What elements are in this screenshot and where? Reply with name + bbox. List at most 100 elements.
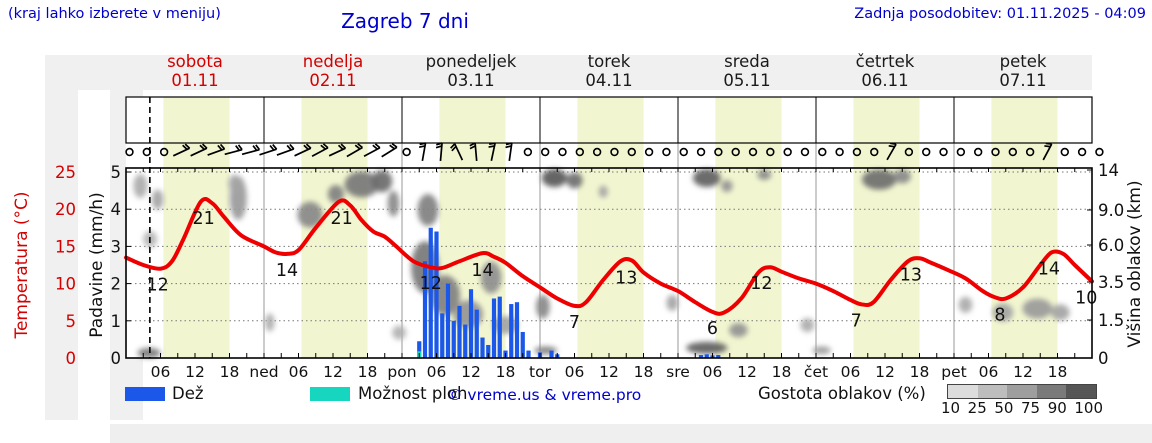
- day-name: ponedeljek: [425, 52, 517, 71]
- rain-bars: [417, 227, 721, 358]
- bg-strip-left: [45, 55, 78, 420]
- cloud-density-step: [1036, 385, 1067, 398]
- svg-text:06: 06: [289, 363, 309, 381]
- cloud-density-step: [1007, 385, 1037, 398]
- cloud-density-step: [977, 385, 1008, 398]
- svg-text:20: 20: [55, 200, 76, 219]
- day-name: sreda: [724, 52, 770, 71]
- cloud-density-value: 75: [1021, 399, 1041, 417]
- day-name: nedelja: [302, 52, 364, 71]
- x-axis-labels: 06 12 18 06 12 18 ned 06 12 18 pon 06 12 18 tor 06 12 18 s…: [151, 363, 1068, 381]
- svg-text:18: 18: [496, 363, 516, 381]
- svg-text:12: 12: [323, 363, 343, 381]
- svg-text:25: 25: [55, 163, 76, 182]
- svg-text:4: 4: [111, 200, 122, 219]
- svg-text:12: 12: [750, 274, 772, 294]
- shower-legend-label: Možnost ploh: [358, 384, 468, 403]
- location-hint: (kraj lahko izberete v meniju): [8, 6, 221, 22]
- svg-text:12: 12: [461, 363, 481, 381]
- daylight-bands: [163, 97, 1058, 358]
- svg-text:13: 13: [900, 265, 922, 285]
- wind-barbs: [125, 142, 1104, 162]
- svg-text:21: 21: [330, 209, 352, 229]
- svg-text:06: 06: [841, 363, 861, 381]
- day-label: torek 04.11: [540, 52, 678, 90]
- cloud-density-value: 100: [1074, 399, 1103, 417]
- svg-text:14: 14: [1038, 259, 1060, 279]
- rain-legend-label: Dež: [172, 384, 204, 403]
- svg-text:7: 7: [851, 311, 862, 331]
- svg-text:čet: čet: [804, 363, 828, 381]
- cloud-density-step: [948, 385, 978, 398]
- day-date: 06.11: [861, 71, 909, 90]
- svg-text:18: 18: [220, 363, 240, 381]
- svg-text:0: 0: [111, 349, 122, 368]
- svg-text:pon: pon: [387, 363, 416, 381]
- svg-text:tor: tor: [529, 363, 552, 381]
- svg-text:18: 18: [358, 363, 378, 381]
- day-date: 03.11: [447, 71, 495, 90]
- svg-text:18: 18: [634, 363, 654, 381]
- day-date: 07.11: [999, 71, 1047, 90]
- svg-text:6.0: 6.0: [1098, 236, 1124, 255]
- rain-swatch: [125, 387, 165, 401]
- cloud-density-value: 90: [1047, 399, 1067, 417]
- svg-text:5: 5: [111, 163, 122, 182]
- temperature-value-labels: 12 21 14 21 12 14 7 13 6 12 7 13 8 14 10: [146, 209, 1097, 339]
- shower-swatch: [310, 387, 350, 401]
- svg-text:06: 06: [703, 363, 723, 381]
- last-update: Zadnja posodobitev: 01.11.2025 - 04:09: [854, 6, 1146, 22]
- legend-row: Dež Možnost ploh © vreme.us & vreme.pro …: [0, 384, 1152, 418]
- cloud-density-scale: 10 25 50 75 90 100: [941, 399, 1103, 417]
- svg-text:14: 14: [276, 261, 298, 281]
- day-name: petek: [999, 52, 1047, 71]
- svg-text:ned: ned: [249, 363, 278, 381]
- day-name: četrtek: [855, 52, 915, 71]
- cloud-density-value: 25: [967, 399, 987, 417]
- svg-text:10: 10: [55, 275, 76, 294]
- svg-text:18: 18: [772, 363, 792, 381]
- day-label: nedelja 02.11: [264, 52, 402, 90]
- day-date: 02.11: [309, 71, 357, 90]
- svg-text:3: 3: [111, 237, 122, 256]
- svg-text:6: 6: [707, 319, 718, 339]
- svg-text:06: 06: [427, 363, 447, 381]
- svg-text:5: 5: [66, 312, 77, 331]
- cloud-density-gradient: [947, 384, 1097, 399]
- day-date: 01.11: [171, 71, 219, 90]
- svg-text:12: 12: [599, 363, 619, 381]
- bg-band-bottom: [110, 424, 1152, 443]
- svg-text:18: 18: [1048, 363, 1068, 381]
- svg-text:14: 14: [471, 261, 493, 281]
- svg-text:13: 13: [615, 268, 637, 288]
- svg-text:pet: pet: [941, 363, 966, 381]
- day-name: sobota: [167, 52, 223, 71]
- svg-text:0: 0: [1098, 349, 1109, 368]
- day-date: 05.11: [723, 71, 771, 90]
- bg-band-days: [45, 55, 1092, 90]
- day-label: sreda 05.11: [678, 52, 816, 90]
- cloud-density-value: 10: [941, 399, 961, 417]
- svg-text:sre: sre: [666, 363, 690, 381]
- axis-ticks: [126, 168, 1092, 359]
- svg-text:06: 06: [979, 363, 999, 381]
- svg-text:12: 12: [420, 274, 442, 294]
- copyright-link[interactable]: © vreme.us & vreme.pro: [447, 386, 642, 404]
- day-label: petek 07.11: [954, 52, 1092, 90]
- svg-text:9.0: 9.0: [1098, 201, 1124, 220]
- day-label: ponedeljek 03.11: [402, 52, 540, 90]
- svg-text:7: 7: [569, 313, 580, 333]
- cloud-density-value: 50: [994, 399, 1014, 417]
- svg-text:3.5: 3.5: [1098, 273, 1124, 292]
- svg-text:2: 2: [111, 275, 122, 294]
- svg-text:0: 0: [66, 349, 77, 368]
- day-date: 04.11: [585, 71, 633, 90]
- day-label: četrtek 06.11: [816, 52, 954, 90]
- svg-text:12: 12: [875, 363, 895, 381]
- day-label: sobota 01.11: [126, 52, 264, 90]
- day-name: torek: [587, 52, 631, 71]
- cloud-density-label: Gostota oblakov (%): [758, 384, 926, 403]
